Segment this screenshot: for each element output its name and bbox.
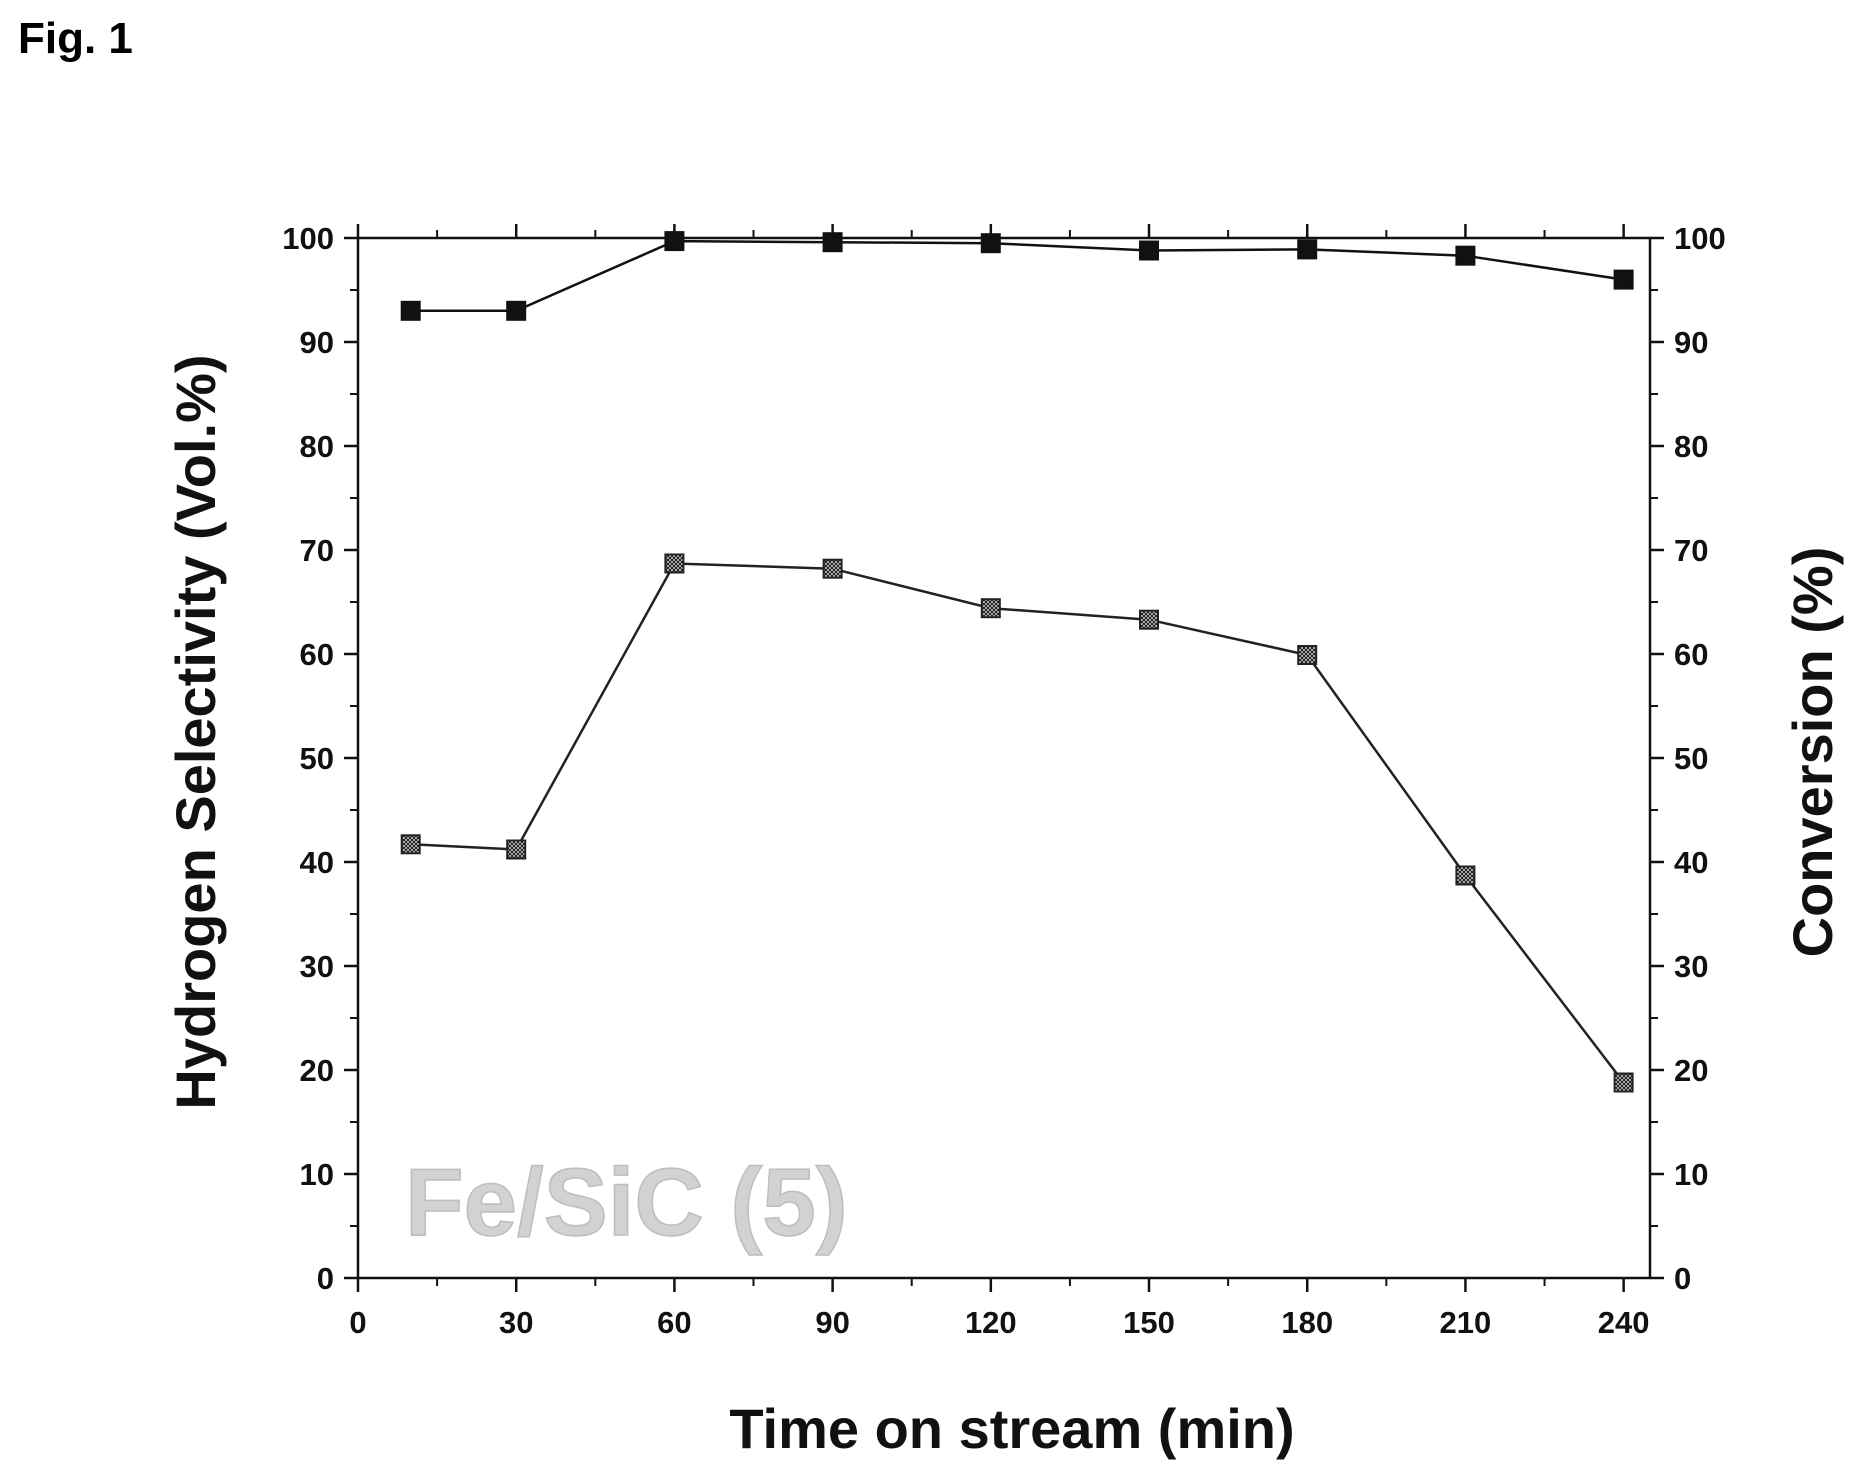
series-group <box>402 232 1633 1091</box>
data-point <box>1456 247 1474 265</box>
data-point <box>402 302 420 320</box>
right-y-tick-label: 100 <box>1674 221 1726 256</box>
right-y-axis-title: Conversion (%) <box>1781 547 1844 958</box>
x-tick-label: 180 <box>1281 1305 1333 1340</box>
data-point <box>665 232 683 250</box>
x-tick-label: 210 <box>1440 1305 1492 1340</box>
plot-border <box>358 238 1650 1278</box>
x-tick-label: 30 <box>499 1305 533 1340</box>
left-y-tick-label: 30 <box>300 949 334 984</box>
data-point <box>1615 1074 1633 1092</box>
left-y-tick-label: 20 <box>300 1053 334 1088</box>
left-y-tick-label: 80 <box>300 429 334 464</box>
right-y-tick-label: 0 <box>1674 1261 1691 1296</box>
data-point <box>1140 611 1158 629</box>
right-y-tick-label: 20 <box>1674 1053 1708 1088</box>
data-point <box>665 555 683 573</box>
plot-frame <box>358 238 1650 1278</box>
left-y-tick-label: 100 <box>282 221 334 256</box>
right-y-tick-label: 30 <box>1674 949 1708 984</box>
series-1-line <box>411 241 1624 311</box>
data-point <box>824 560 842 578</box>
data-point <box>1298 240 1316 258</box>
data-point <box>982 234 1000 252</box>
catalyst-annotation: Fe/SiC (5) <box>405 1149 848 1256</box>
series-2-line <box>411 564 1624 1083</box>
right-y-tick-label: 80 <box>1674 429 1708 464</box>
right-y-tick-label: 70 <box>1674 533 1708 568</box>
x-tick-label: 240 <box>1598 1305 1650 1340</box>
left-y-tick-label: 0 <box>317 1261 334 1296</box>
right-y-tick-label: 10 <box>1674 1157 1708 1192</box>
left-y-tick-label: 90 <box>300 325 334 360</box>
right-y-tick-label: 50 <box>1674 741 1708 776</box>
x-axis-title: Time on stream (min) <box>729 1397 1294 1460</box>
series-2 <box>402 555 1633 1092</box>
x-tick-label: 0 <box>349 1305 366 1340</box>
x-tick-label: 60 <box>657 1305 691 1340</box>
right-y-tick-label: 90 <box>1674 325 1708 360</box>
left-y-axis-title: Hydrogen Selectivity (Vol.%) <box>164 354 227 1109</box>
left-y-axis-ticks: 0 10 20 30 40 50 60 70 80 90 100 <box>282 221 358 1296</box>
series-1 <box>402 232 1633 320</box>
right-y-tick-label: 40 <box>1674 845 1708 880</box>
data-point <box>507 841 525 859</box>
data-point <box>1140 242 1158 260</box>
left-y-tick-label: 60 <box>300 637 334 672</box>
left-y-tick-label: 70 <box>300 533 334 568</box>
data-point <box>402 835 420 853</box>
left-y-tick-label: 40 <box>300 845 334 880</box>
data-point <box>1298 646 1316 664</box>
right-y-tick-label: 60 <box>1674 637 1708 672</box>
left-y-tick-label: 50 <box>300 741 334 776</box>
x-tick-label: 120 <box>965 1305 1017 1340</box>
right-y-axis-ticks: 0 10 20 30 40 50 60 70 80 90 100 <box>1650 221 1726 1296</box>
x-tick-label: 90 <box>815 1305 849 1340</box>
left-y-tick-label: 10 <box>300 1157 334 1192</box>
data-point <box>1456 867 1474 885</box>
data-point <box>982 599 1000 617</box>
data-point <box>1615 271 1633 289</box>
x-tick-label: 150 <box>1123 1305 1175 1340</box>
data-point <box>824 233 842 251</box>
data-point <box>507 302 525 320</box>
